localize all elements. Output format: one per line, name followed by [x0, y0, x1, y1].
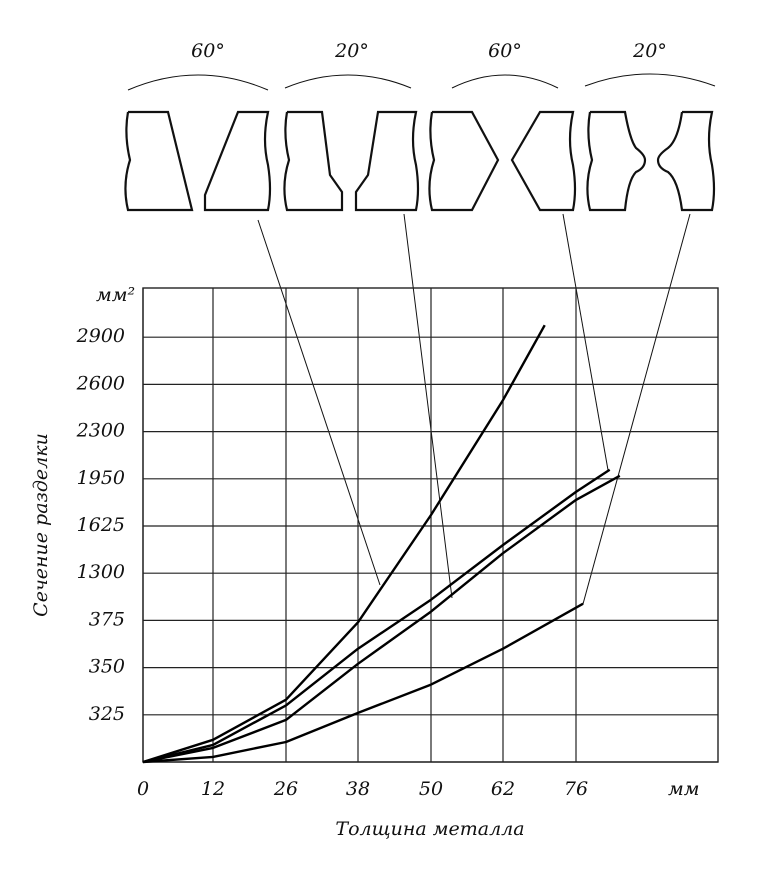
angle-label: 20° — [632, 40, 667, 62]
angle-label: 20° — [334, 40, 369, 62]
groove-piece — [428, 110, 500, 212]
leader-line — [257, 219, 381, 586]
y-tick-label: 2900 — [76, 325, 125, 347]
y-unit: мм² — [96, 284, 135, 306]
leader-line — [582, 213, 691, 605]
groove-piece — [203, 110, 272, 212]
y-tick-label: 350 — [89, 656, 125, 678]
y-tick-label: 1300 — [77, 561, 125, 583]
x-tick-label: 0 — [137, 778, 149, 800]
data-line — [142, 468, 611, 764]
x-tick-label: 62 — [491, 778, 515, 800]
y-tick-label: 325 — [89, 703, 125, 725]
groove-piece — [354, 110, 420, 212]
leader-line — [403, 213, 453, 599]
leader-line — [562, 213, 609, 471]
data-line — [142, 324, 546, 764]
x-tick-label: 76 — [564, 778, 588, 800]
angle-label: 60° — [191, 40, 225, 62]
angle-arc — [127, 74, 269, 91]
x-tick-label: 12 — [201, 778, 225, 800]
groove-piece — [283, 110, 344, 212]
y-axis-label: Сечение разделки — [30, 433, 52, 617]
angle-arc — [451, 74, 559, 89]
groove-piece — [124, 110, 194, 212]
data-line — [142, 474, 621, 764]
groove-piece — [510, 110, 577, 212]
y-tick-label: 375 — [89, 608, 125, 630]
angle-arc — [584, 73, 716, 87]
x-unit: мм — [668, 778, 700, 800]
x-tick-label: 50 — [419, 778, 443, 800]
x-tick-label: 38 — [346, 778, 370, 800]
angle-arc — [284, 74, 412, 89]
groove-piece — [656, 110, 716, 212]
groove-drawings — [124, 73, 716, 605]
y-tick-label: 2300 — [76, 420, 125, 442]
groove-piece — [586, 110, 647, 212]
x-tick-label: 26 — [273, 778, 298, 800]
x-axis-label: Толщина металла — [335, 818, 524, 840]
y-tick-label: 1625 — [77, 514, 125, 536]
y-tick-label: 1950 — [77, 467, 125, 489]
data-line — [142, 602, 584, 764]
y-tick-label: 2600 — [76, 372, 125, 394]
angle-label: 60° — [488, 40, 522, 62]
